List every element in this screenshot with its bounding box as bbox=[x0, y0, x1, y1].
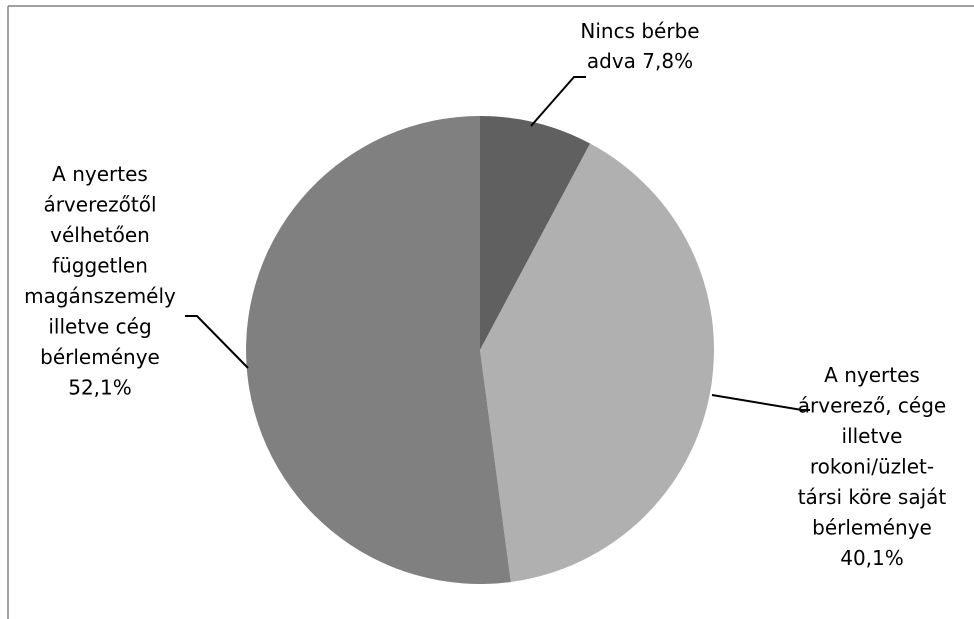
slice-label-line: bérleménye bbox=[40, 345, 160, 369]
slice-label-line: Nincs bérbe bbox=[580, 19, 699, 43]
slice-label-2: A nyertes árverezőtől vélhetően független ma… bbox=[24, 162, 176, 400]
slice-label-line: bérleménye bbox=[812, 516, 932, 540]
pie-slices bbox=[246, 116, 715, 584]
slice-label-line: illetve bbox=[842, 424, 903, 448]
slice-label-1: A nyertes árverező, cége illetve rokoni/üzl… bbox=[798, 363, 947, 570]
slice-label-line: vélhetően bbox=[50, 223, 150, 247]
leader-line-0 bbox=[530, 76, 586, 127]
slice-label-line: illetve cég bbox=[48, 315, 151, 339]
slice-labels: Nincs bérbe adva 7,8% A nyertes árverező, c… bbox=[24, 19, 946, 570]
slice-label-line: magánszemély bbox=[24, 284, 176, 308]
leader-line-1 bbox=[711, 394, 810, 411]
slice-label-line: független bbox=[52, 254, 148, 278]
slice-label-line: árverező, cége bbox=[798, 394, 946, 418]
pie-slice-2 bbox=[246, 116, 511, 584]
leader-lines bbox=[185, 76, 810, 411]
slice-label-0: Nincs bérbe adva 7,8% bbox=[580, 19, 699, 73]
slice-label-line: A nyertes bbox=[824, 363, 920, 387]
slice-label-line: adva 7,8% bbox=[587, 49, 693, 73]
slice-label-line: társi köre saját bbox=[798, 485, 947, 509]
slice-label-line: árverezőtől bbox=[43, 193, 156, 217]
slice-label-line: A nyertes bbox=[52, 162, 148, 186]
slice-label-line: 52,1% bbox=[68, 376, 132, 400]
pie-slice-0 bbox=[480, 116, 591, 350]
chart-border bbox=[7, 5, 974, 619]
slice-label-line: 40,1% bbox=[840, 546, 904, 570]
leader-line-2 bbox=[185, 315, 249, 369]
pie-slice-1 bbox=[480, 143, 715, 582]
slice-label-line: rokoni/üzlet- bbox=[810, 455, 934, 479]
